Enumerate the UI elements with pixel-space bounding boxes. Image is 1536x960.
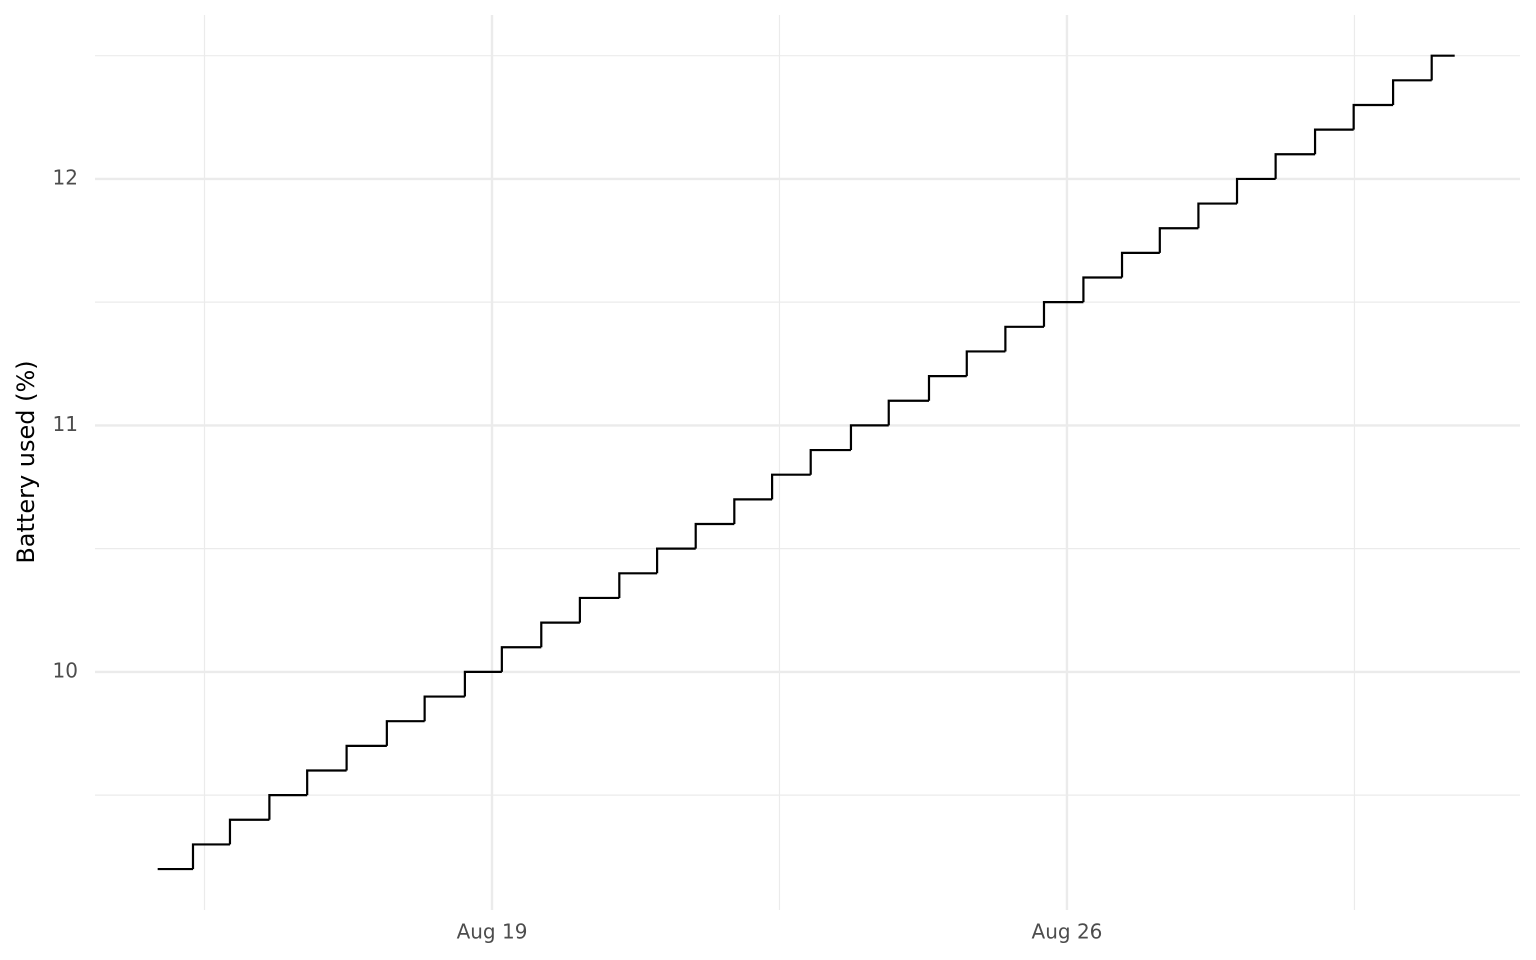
step-line: [1313, 128, 1354, 155]
step-line: [385, 720, 425, 746]
step-line: [1352, 103, 1394, 130]
step-line: [1158, 227, 1199, 253]
step-line: [463, 670, 502, 697]
step-line: [268, 794, 308, 820]
step-line: [849, 424, 889, 451]
step-line: [655, 547, 696, 574]
step-line: [1004, 325, 1044, 352]
y-axis-label: Battery used (%): [12, 360, 40, 563]
step-line: [965, 350, 1006, 377]
step-line: [1120, 251, 1160, 278]
step-line: [345, 744, 387, 771]
step-line: [1274, 153, 1316, 179]
step-line: [578, 596, 620, 623]
step-line: [500, 646, 542, 672]
step-line: [1235, 177, 1276, 204]
y-tick-label: 11: [53, 412, 78, 436]
step-line: [927, 375, 967, 401]
step-line: [540, 621, 580, 648]
step-line: [1082, 276, 1123, 303]
step-line: [1197, 202, 1238, 229]
step-line: [733, 498, 773, 524]
step-line: [228, 818, 270, 845]
step-line: [191, 843, 230, 870]
step-line: [306, 769, 347, 796]
step-line: [1042, 301, 1084, 327]
x-tick-label: Aug 19: [457, 920, 528, 944]
y-tick-label: 12: [53, 165, 78, 189]
step-line: [694, 522, 735, 549]
y-tick-label: 10: [53, 658, 78, 682]
step-line: [423, 695, 465, 722]
step-line: [618, 572, 658, 598]
step-line: [887, 399, 929, 426]
step-line: [1391, 79, 1432, 105]
step-line: [809, 448, 851, 475]
step-line: [770, 473, 811, 500]
x-tick-label: Aug 26: [1032, 920, 1103, 944]
step-line: [1430, 54, 1455, 81]
